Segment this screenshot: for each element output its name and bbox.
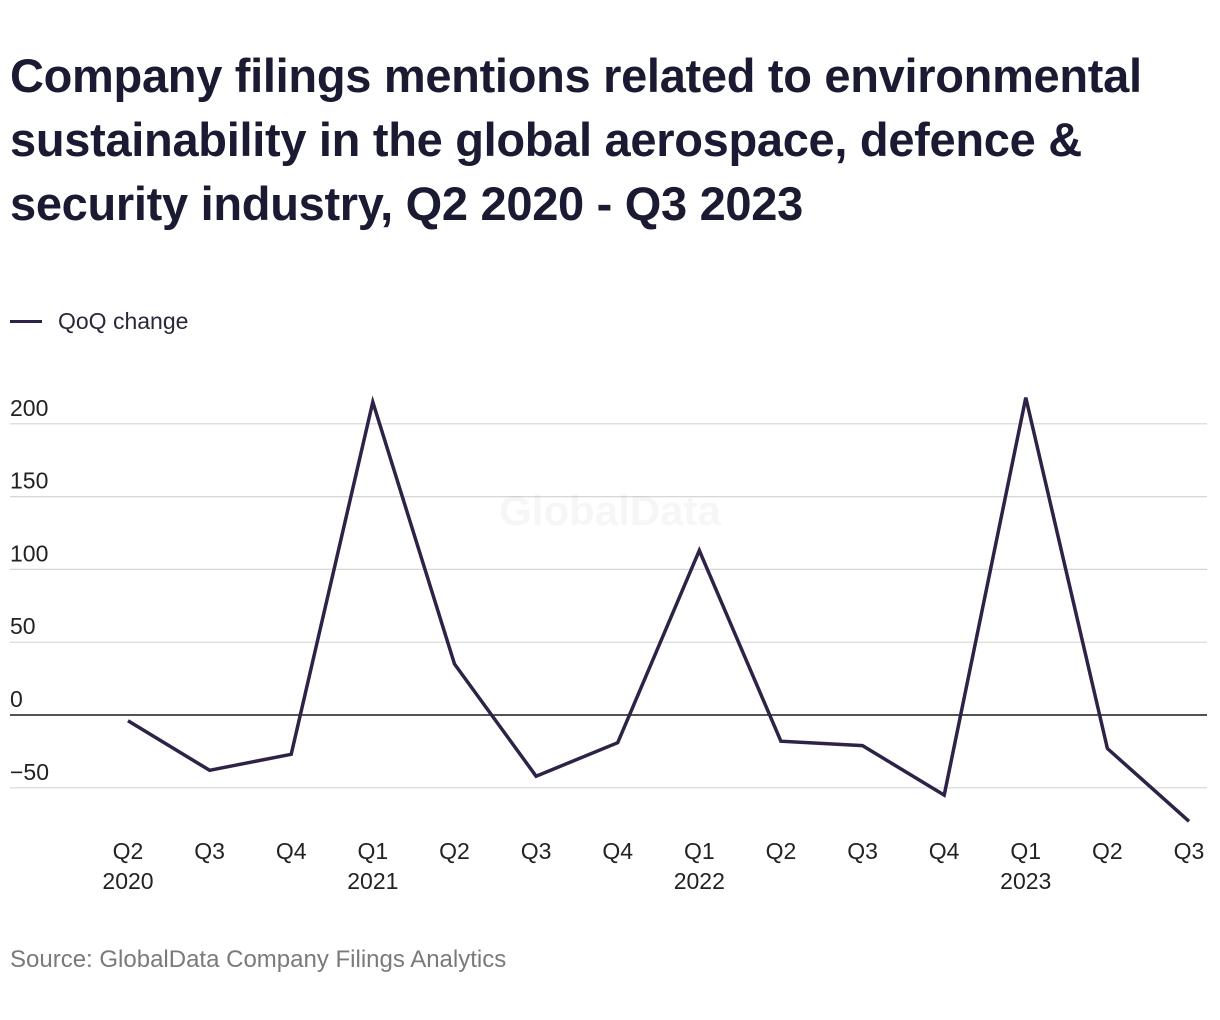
x-tick-label-quarter: Q3 (194, 838, 225, 864)
x-tick-label-quarter: Q2 (113, 838, 144, 864)
x-tick-label-year: 2021 (347, 868, 398, 894)
chart-series (127, 395, 1191, 823)
y-tick-label: 150 (10, 468, 48, 494)
y-tick-label: 50 (10, 613, 36, 639)
x-tick-label-quarter: Q3 (521, 838, 552, 864)
x-tick-label-quarter: Q4 (602, 838, 633, 864)
y-tick-label: 200 (10, 395, 48, 421)
x-tick-label-year: 2022 (674, 868, 725, 894)
x-tick-label-quarter: Q1 (684, 838, 715, 864)
x-tick-label-quarter: Q4 (276, 838, 307, 864)
x-tick-label-quarter: Q3 (847, 838, 878, 864)
chart-gridlines (10, 423, 1207, 789)
x-tick-label-year: 2023 (1000, 868, 1051, 894)
x-axis-ticks: Q2 2020 Q3 Q4 Q1 2021 Q2 Q3 Q4 Q1 2022 Q2 Q3 Q4 Q1 2023… (102, 838, 1204, 894)
x-tick-label-quarter: Q2 (439, 838, 470, 864)
series-line-qoq-change (127, 395, 1191, 823)
chart-title: Company filings mentions related to envi… (10, 49, 1142, 230)
x-tick-label-year: 2020 (102, 868, 153, 894)
y-tick-label: 100 (10, 540, 48, 566)
legend-line-swatch (10, 319, 42, 323)
legend-label-qoq-change: QoQ change (58, 307, 189, 334)
x-tick-label-quarter: Q3 (1174, 838, 1205, 864)
source-note: Source: GlobalData Company Filings Analy… (10, 946, 507, 973)
x-tick-label-quarter: Q2 (1092, 838, 1123, 864)
x-tick-label-quarter: Q1 (1010, 838, 1041, 864)
x-tick-label-quarter: Q1 (358, 838, 389, 864)
y-tick-label: −50 (10, 759, 49, 785)
chart-watermark: GlobalData (499, 487, 721, 534)
x-tick-label-quarter: Q4 (929, 838, 960, 864)
y-tick-label: 0 (10, 686, 23, 712)
x-tick-label-quarter: Q2 (766, 838, 797, 864)
line-chart: GlobalData −50 0 50 100 150 200 Q2 2020 Q3 Q4 Q1 2… (10, 395, 1207, 894)
chart-legend: QoQ change (10, 306, 188, 336)
y-axis-ticks: −50 0 50 100 150 200 (10, 395, 49, 785)
